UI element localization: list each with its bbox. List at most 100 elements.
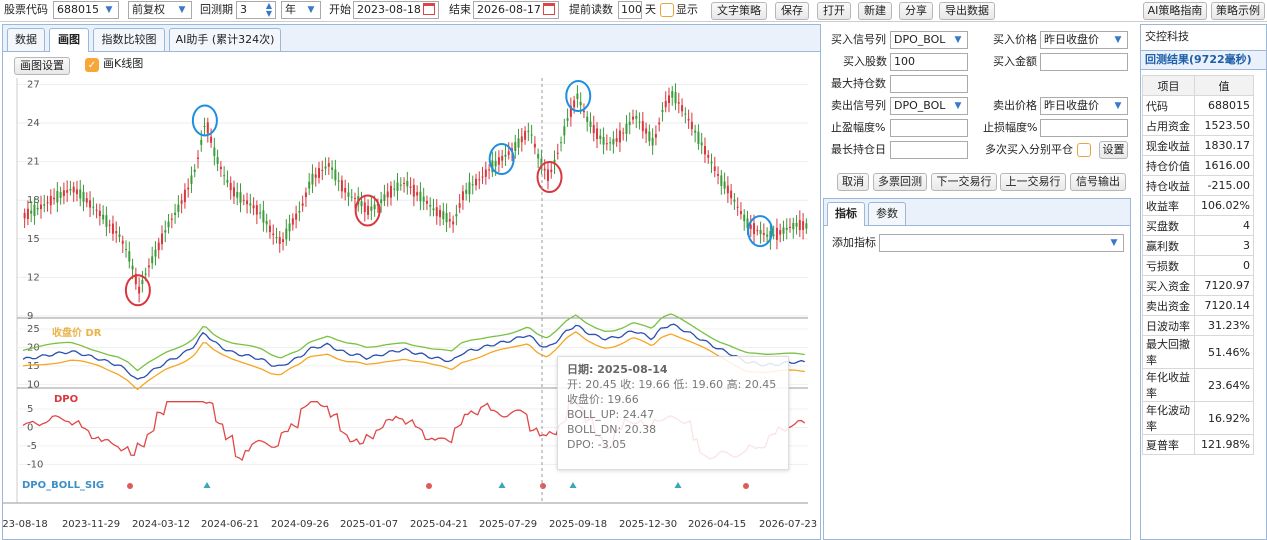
strategy-example-button[interactable]: 策略示例	[1211, 2, 1265, 20]
signal-output-button[interactable]: 信号输出	[1070, 173, 1126, 191]
tab-params[interactable]: 参数	[868, 202, 906, 225]
candle-body	[802, 221, 805, 230]
chart-panel: 数据 画图 指数比较图 AI助手 (累计324次) 画图设置 ✓ 画K线图	[2, 24, 821, 540]
candle-body	[210, 136, 213, 143]
candle-body	[576, 93, 579, 100]
candle-body	[131, 265, 134, 270]
sell-price-select[interactable]: 昨日收盘价 ▼	[1040, 97, 1128, 115]
calendar-icon[interactable]	[423, 3, 435, 15]
candle-body	[406, 180, 409, 187]
candle-body	[265, 220, 268, 225]
candle-body	[703, 146, 706, 155]
candle-body	[452, 221, 455, 225]
multi-backtest-button[interactable]: 多票回测	[873, 173, 927, 191]
candle-body	[102, 214, 105, 220]
preload-input[interactable]: 100	[618, 1, 642, 19]
candle-body	[298, 210, 301, 213]
buy-signal-select[interactable]: DPO_BOL ▼	[890, 31, 968, 49]
show-checkbox[interactable]	[660, 3, 674, 17]
candle-body	[569, 105, 572, 117]
tab-index-compare[interactable]: 指数比较图	[93, 28, 165, 51]
chevron-down-icon: ▼	[1114, 35, 1122, 45]
buy-signal-label: 买入信号列	[831, 33, 886, 46]
candle-body	[579, 101, 582, 106]
candle-body	[471, 184, 474, 186]
start-date-input[interactable]: 2023-08-18	[353, 1, 439, 19]
code-select[interactable]: 688015 ▼	[53, 1, 119, 19]
candle-body	[308, 181, 311, 189]
spinner-icon[interactable]: ▲ ▼	[265, 1, 272, 18]
candle-body	[183, 189, 186, 203]
show-label: 显示	[676, 3, 698, 16]
chevron-down-icon: ▼	[1114, 101, 1122, 111]
set-button[interactable]: 设置	[1099, 141, 1128, 159]
candle-body	[396, 182, 399, 191]
add-indicator-select[interactable]: ▼	[879, 234, 1124, 252]
ai-guide-button[interactable]: AI策略指南	[1143, 2, 1207, 20]
candle-body	[206, 122, 209, 134]
candle-body	[805, 223, 808, 229]
buy-amount-input[interactable]	[1040, 53, 1128, 71]
candle-body	[321, 169, 324, 171]
candle-body	[658, 122, 661, 125]
candle-body	[285, 228, 288, 240]
y-tick-label: 0	[27, 422, 33, 433]
take-profit-input[interactable]	[890, 119, 968, 137]
sell-signal-select[interactable]: DPO_BOL ▼	[890, 97, 968, 115]
signal-circle	[565, 80, 592, 113]
max-days-input[interactable]	[890, 141, 968, 159]
candle-body	[46, 202, 49, 204]
candle-body	[461, 191, 464, 201]
new-button[interactable]: 新建	[858, 2, 892, 20]
buy-signal-triangle	[569, 482, 577, 488]
text-strategy-button[interactable]: 文字策略	[711, 2, 767, 20]
max-hold-input[interactable]	[890, 75, 968, 93]
buy-price-select[interactable]: 昨日收盘价 ▼	[1040, 31, 1128, 49]
calendar-icon[interactable]	[543, 3, 555, 15]
candle-body	[409, 186, 412, 188]
save-button[interactable]: 保存	[775, 2, 809, 20]
buy-shares-input[interactable]: 100	[890, 53, 968, 71]
tooltip-close: 收盘价: 19.66	[567, 393, 639, 406]
adjust-select[interactable]: 前复权 ▼	[128, 1, 192, 19]
x-tick-label: 2025-12-30	[619, 519, 677, 530]
row-value: 31.23%	[1194, 315, 1254, 336]
candle-body	[524, 130, 527, 140]
period-stepper[interactable]: 3 ▲ ▼	[236, 1, 276, 19]
export-button[interactable]: 导出数据	[939, 2, 995, 20]
chart-settings-button[interactable]: 画图设置	[14, 57, 70, 75]
y-tick-label: 15	[27, 234, 40, 245]
open-button[interactable]: 打开	[817, 2, 851, 20]
end-date-input[interactable]: 2026-08-17	[473, 1, 559, 19]
tab-ai-assistant[interactable]: AI助手 (累计324次)	[169, 28, 281, 51]
candle-body	[507, 151, 510, 155]
candle-body	[586, 116, 589, 122]
period-unit-select[interactable]: 年 ▼	[281, 1, 321, 19]
row-value: 1616.00	[1194, 155, 1254, 176]
candle-body	[491, 160, 494, 173]
candle-body	[39, 204, 42, 210]
row-value: 688015	[1194, 95, 1254, 116]
multi-close-checkbox[interactable]	[1077, 143, 1091, 157]
y-tick-label: 25	[27, 324, 40, 335]
table-row: 赢利数 3	[1142, 235, 1254, 256]
candle-body	[213, 147, 216, 156]
kline-checkbox[interactable]: ✓	[85, 58, 99, 72]
prev-row-button[interactable]: 上一交易行	[1000, 173, 1066, 191]
tab-draw[interactable]: 画图	[49, 28, 89, 52]
share-button[interactable]: 分享	[899, 2, 933, 20]
cancel-button[interactable]: 取消	[837, 173, 869, 191]
tab-data[interactable]: 数据	[7, 28, 45, 51]
results-table: 项目 值 代码 688015 占用资金 1523.50 现金收益 1830.17 持仓价值 1…	[1142, 75, 1254, 455]
chevron-down-icon: ▼	[178, 5, 186, 15]
candle-body	[200, 139, 203, 145]
candle-body	[72, 186, 75, 193]
tab-indicator[interactable]: 指标	[827, 202, 865, 226]
x-tick-label: 2025-04-21	[410, 519, 468, 530]
candle-body	[720, 175, 723, 186]
stop-loss-input[interactable]	[1040, 119, 1128, 137]
table-row: 持仓价值 1616.00	[1142, 155, 1254, 176]
candle-body	[386, 191, 389, 198]
next-row-button[interactable]: 下一交易行	[931, 173, 997, 191]
